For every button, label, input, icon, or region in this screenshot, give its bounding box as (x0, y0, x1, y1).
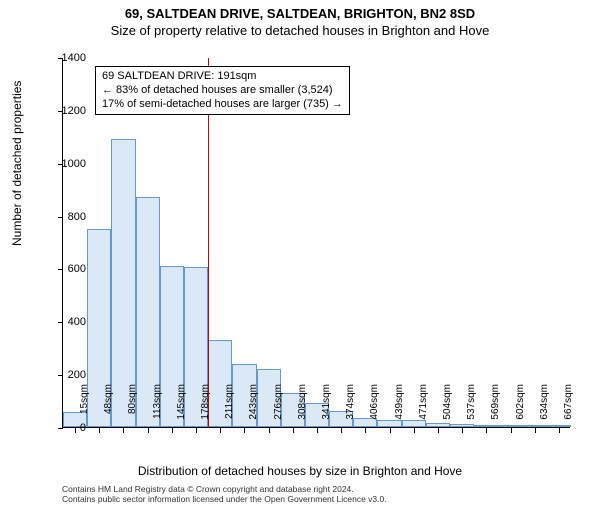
xtick-label: 374sqm (345, 384, 356, 432)
xtick-mark (172, 428, 173, 433)
xtick-label: 602sqm (515, 384, 526, 432)
ytick-label: 0 (46, 422, 86, 434)
xtick-mark (196, 428, 197, 433)
xtick-label: 667sqm (563, 384, 574, 432)
xtick-mark (220, 428, 221, 433)
xtick-mark (535, 428, 536, 433)
x-axis-label: Distribution of detached houses by size … (0, 464, 600, 478)
xtick-mark (486, 428, 487, 433)
xtick-mark (559, 428, 560, 433)
xtick-mark (293, 428, 294, 433)
xtick-label: 439sqm (394, 384, 405, 432)
xtick-label: 211sqm (224, 384, 235, 432)
footer-line2: Contains public sector information licen… (62, 494, 387, 504)
ytick-label: 600 (46, 263, 86, 275)
annotation-line: 69 SALTDEAN DRIVE: 191sqm (102, 70, 343, 84)
ytick-label: 800 (46, 211, 86, 223)
xtick-mark (269, 428, 270, 433)
annotation-line: ← 83% of detached houses are smaller (3,… (102, 84, 343, 98)
xtick-mark (414, 428, 415, 433)
xtick-label: 178sqm (200, 384, 211, 432)
ytick-label: 200 (46, 369, 86, 381)
title-line2: Size of property relative to detached ho… (0, 23, 600, 38)
ytick-label: 1200 (46, 105, 86, 117)
ytick-label: 1000 (46, 158, 86, 170)
xtick-label: 145sqm (176, 384, 187, 432)
xtick-mark (99, 428, 100, 433)
xtick-label: 406sqm (369, 384, 380, 432)
xtick-label: 80sqm (127, 384, 138, 432)
xtick-mark (244, 428, 245, 433)
xtick-label: 569sqm (490, 384, 501, 432)
xtick-mark (390, 428, 391, 433)
xtick-mark (438, 428, 439, 433)
annotation-line: 17% of semi-detached houses are larger (… (102, 98, 343, 112)
footer: Contains HM Land Registry data © Crown c… (62, 484, 387, 504)
xtick-label: 634sqm (539, 384, 550, 432)
xtick-label: 537sqm (466, 384, 477, 432)
xtick-label: 308sqm (297, 384, 308, 432)
xtick-mark (148, 428, 149, 433)
xtick-label: 243sqm (248, 384, 259, 432)
xtick-label: 341sqm (321, 384, 332, 432)
y-axis-label: Number of detached properties (10, 81, 24, 246)
annotation-box: 69 SALTDEAN DRIVE: 191sqm← 83% of detach… (95, 66, 350, 115)
xtick-mark (317, 428, 318, 433)
chart-area: 15sqm48sqm80sqm113sqm145sqm178sqm211sqm2… (62, 58, 570, 428)
xtick-mark (341, 428, 342, 433)
xtick-mark (511, 428, 512, 433)
ytick-label: 1400 (46, 52, 86, 64)
xtick-mark (462, 428, 463, 433)
plot-box: 15sqm48sqm80sqm113sqm145sqm178sqm211sqm2… (62, 58, 570, 428)
xtick-label: 504sqm (442, 384, 453, 432)
ytick-label: 400 (46, 316, 86, 328)
xtick-mark (365, 428, 366, 433)
footer-line1: Contains HM Land Registry data © Crown c… (62, 484, 387, 494)
title-line1: 69, SALTDEAN DRIVE, SALTDEAN, BRIGHTON, … (0, 6, 600, 21)
xtick-label: 48sqm (103, 384, 114, 432)
xtick-label: 276sqm (273, 384, 284, 432)
xtick-label: 471sqm (418, 384, 429, 432)
xtick-label: 113sqm (152, 384, 163, 432)
xtick-mark (123, 428, 124, 433)
